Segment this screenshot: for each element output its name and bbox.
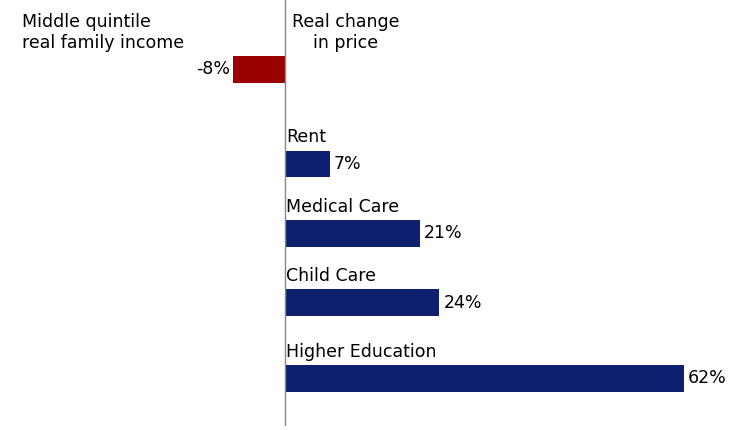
Text: -8%: -8%	[196, 60, 230, 78]
Text: Middle quintile
real family income: Middle quintile real family income	[22, 13, 184, 52]
Text: Higher Education: Higher Education	[286, 343, 437, 361]
Bar	[284, 289, 439, 316]
Bar	[284, 220, 420, 246]
Bar	[284, 365, 683, 392]
Text: Child Care: Child Care	[286, 267, 376, 285]
Bar	[233, 56, 284, 83]
Bar	[284, 151, 329, 177]
Text: 24%: 24%	[443, 294, 482, 312]
Text: 62%: 62%	[688, 369, 727, 387]
Text: 7%: 7%	[334, 155, 362, 173]
Text: 21%: 21%	[424, 224, 463, 243]
Text: Real change
in price: Real change in price	[292, 13, 400, 52]
Text: Medical Care: Medical Care	[286, 198, 400, 216]
Text: Rent: Rent	[286, 128, 326, 146]
